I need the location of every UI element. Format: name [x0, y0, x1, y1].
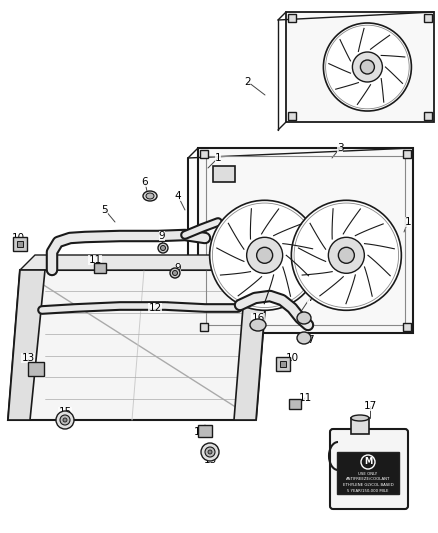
Circle shape [205, 447, 215, 457]
Circle shape [323, 23, 411, 111]
Text: 5 YEAR/150,000 MILE: 5 YEAR/150,000 MILE [347, 489, 389, 492]
Circle shape [208, 450, 212, 454]
Polygon shape [234, 270, 268, 420]
Bar [28, 362, 44, 376]
Polygon shape [8, 270, 268, 420]
Bar [17, 241, 23, 247]
Circle shape [158, 243, 168, 253]
Bar [280, 361, 286, 367]
Circle shape [60, 415, 70, 425]
Circle shape [201, 443, 219, 461]
Bar [424, 112, 432, 120]
Ellipse shape [297, 332, 311, 344]
Text: 14: 14 [193, 427, 207, 437]
Bar [403, 323, 411, 331]
Bar [213, 166, 235, 182]
Bar [424, 14, 432, 22]
Text: M: M [364, 457, 372, 466]
Bar [13, 237, 27, 251]
Circle shape [291, 200, 401, 310]
Bar [403, 150, 411, 158]
Polygon shape [8, 270, 45, 420]
Circle shape [338, 247, 354, 263]
Ellipse shape [143, 191, 157, 201]
Text: 9: 9 [175, 263, 181, 273]
Text: 15: 15 [58, 407, 72, 417]
Text: 1: 1 [215, 153, 221, 163]
Bar [351, 418, 369, 434]
Ellipse shape [297, 312, 311, 324]
Ellipse shape [250, 319, 266, 331]
Bar [94, 263, 106, 273]
Text: 6: 6 [141, 177, 148, 187]
Bar [337, 452, 399, 494]
Text: 7: 7 [307, 293, 313, 303]
Text: 17: 17 [364, 401, 377, 411]
Circle shape [247, 237, 283, 273]
Circle shape [328, 237, 364, 273]
Circle shape [360, 60, 374, 74]
FancyBboxPatch shape [330, 429, 408, 509]
Text: 16: 16 [251, 313, 265, 323]
Text: 10: 10 [11, 233, 25, 243]
Text: 15: 15 [203, 455, 217, 465]
Text: 4: 4 [175, 191, 181, 201]
Text: ETHYLENE GLYCOL BASED: ETHYLENE GLYCOL BASED [343, 483, 393, 487]
Text: 12: 12 [148, 303, 162, 313]
Text: 2: 2 [245, 77, 251, 87]
Circle shape [160, 246, 166, 251]
Bar [276, 357, 290, 371]
Ellipse shape [146, 193, 154, 199]
Text: 11: 11 [298, 393, 311, 403]
Circle shape [353, 52, 382, 82]
Polygon shape [20, 255, 283, 270]
Bar [206, 156, 405, 325]
Circle shape [56, 411, 74, 429]
Bar [198, 425, 212, 437]
Bar [200, 150, 208, 158]
Text: 9: 9 [159, 231, 165, 241]
Circle shape [257, 247, 272, 263]
Text: 5: 5 [102, 205, 108, 215]
Circle shape [170, 268, 180, 278]
Circle shape [63, 418, 67, 422]
Bar [200, 323, 208, 331]
Bar [288, 14, 296, 22]
Text: 8: 8 [252, 285, 258, 295]
Bar [289, 399, 301, 409]
Text: 13: 13 [21, 353, 35, 363]
Polygon shape [286, 12, 434, 122]
Polygon shape [198, 148, 413, 333]
Text: 7: 7 [307, 335, 313, 345]
Circle shape [210, 200, 320, 310]
Text: 3: 3 [337, 143, 343, 153]
Text: ANTIFREEZE/COOLANT: ANTIFREEZE/COOLANT [346, 478, 390, 481]
Text: USE ONLY: USE ONLY [358, 472, 378, 476]
Bar [288, 112, 296, 120]
Ellipse shape [351, 415, 369, 421]
Circle shape [173, 271, 177, 276]
Text: 10: 10 [286, 353, 299, 363]
Text: 1: 1 [405, 217, 411, 227]
Text: 11: 11 [88, 255, 102, 265]
